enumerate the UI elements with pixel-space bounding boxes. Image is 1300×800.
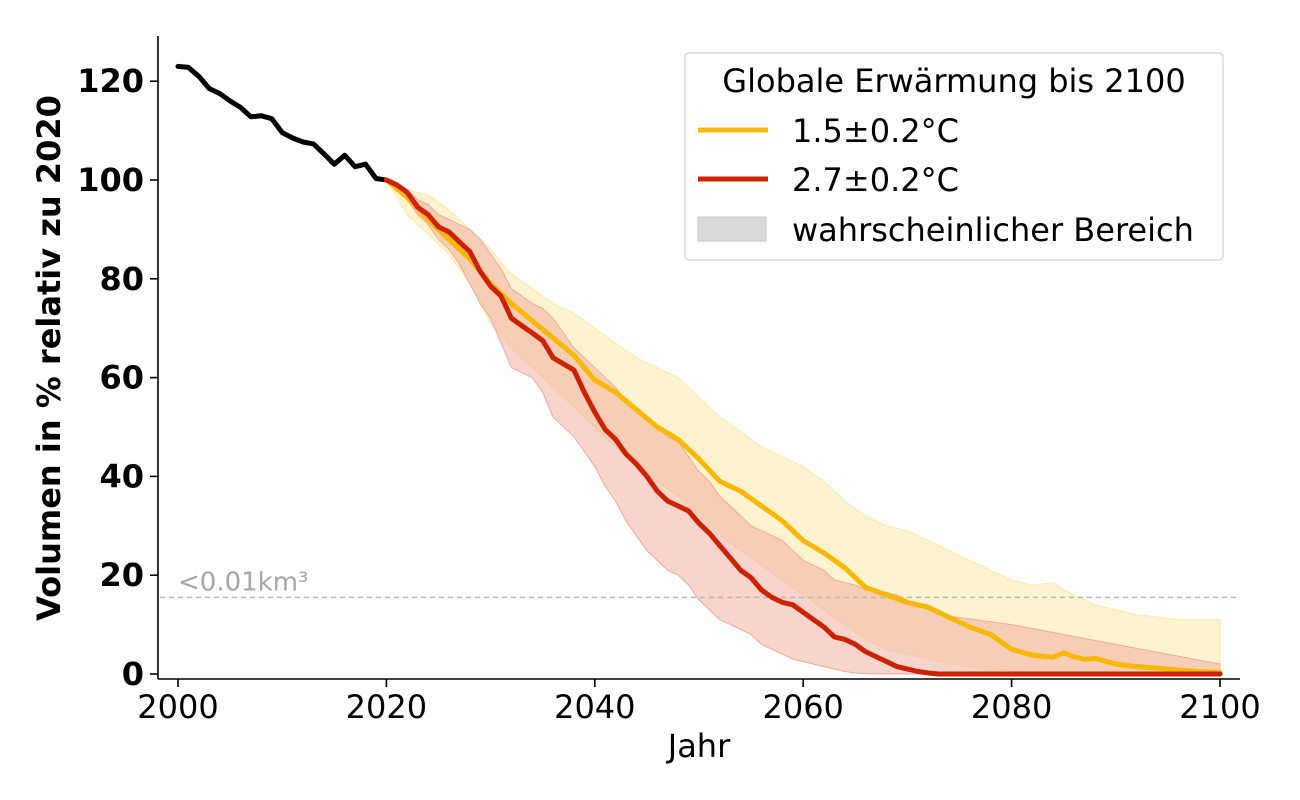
y-tick-label: 120 [77, 62, 144, 100]
legend-label-range: wahrscheinlicher Bereich [792, 211, 1194, 249]
x-axis-label: Jahr [666, 727, 731, 765]
y-axis-label: Volumen in % relativ zu 2020 [30, 95, 68, 621]
x-tick-label: 2020 [346, 688, 427, 726]
x-tick-label: 2100 [1179, 688, 1260, 726]
legend: Globale Erwärmung bis 2100 1.5±0.2°C 2.7… [684, 52, 1224, 261]
x-tick-label: 2000 [137, 688, 218, 726]
series-line-2 [383, 177, 1223, 677]
y-tick-label: 20 [99, 556, 144, 594]
series-line-0 [175, 63, 389, 183]
legend-title: Globale Erwärmung bis 2100 [722, 62, 1185, 100]
y-tick-label: 100 [77, 161, 144, 199]
y-tick-label: 80 [99, 260, 144, 298]
likely-range-bands [384, 178, 1221, 675]
legend-label-2-7: 2.7±0.2°C [792, 161, 959, 199]
series-lines [175, 63, 1223, 677]
threshold-label: <0.01km³ [178, 567, 308, 597]
series-line-1 [383, 177, 1223, 675]
legend-label-1-5: 1.5±0.2°C [792, 112, 959, 150]
x-tick-label: 2080 [971, 688, 1052, 726]
x-tick-label: 2060 [762, 688, 843, 726]
y-tick-label: 0 [122, 655, 144, 693]
legend-frame [684, 52, 1224, 261]
y-tick-label: 40 [99, 457, 144, 495]
legend-swatch-range [697, 216, 767, 242]
x-tick-label: 2040 [554, 688, 635, 726]
y-tick-label: 60 [99, 359, 144, 397]
likely-range-band-2 [384, 179, 1221, 675]
